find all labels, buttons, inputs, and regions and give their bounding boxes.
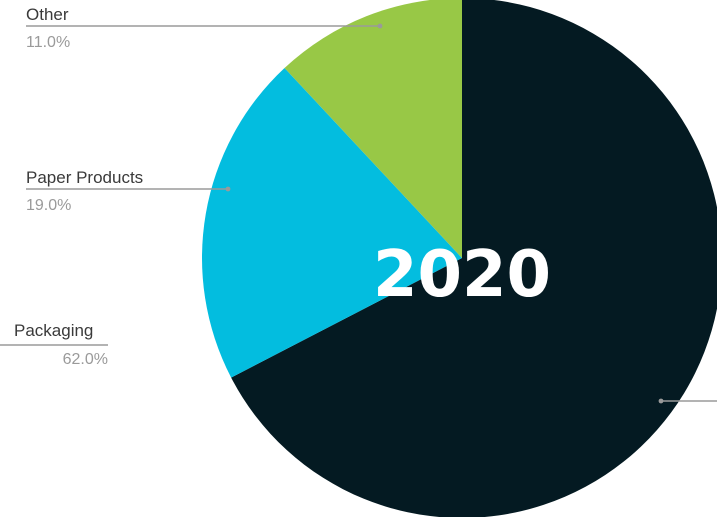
pie-slice-other <box>284 0 462 258</box>
pie-slices <box>201 0 717 517</box>
leader-dot <box>377 23 383 29</box>
pie-slice-packaging <box>231 0 717 517</box>
leader-dot <box>225 186 231 192</box>
slice-percent: 19.0% <box>26 197 71 214</box>
slice-labels: Packaging 62.0% Paper Products 19.0% Other 11… <box>14 5 143 368</box>
slice-label: Packaging <box>14 321 93 340</box>
slice-label: Paper Products <box>26 168 143 187</box>
slice-percent: 11.0% <box>26 34 70 51</box>
chart-title: 2020 <box>373 238 551 312</box>
slice-percent: 62.0% <box>63 351 108 368</box>
leader-dot <box>658 398 664 404</box>
slice-label: Other <box>26 5 69 24</box>
pie-slice-paper-products <box>201 67 462 378</box>
leader-lines <box>0 23 717 404</box>
